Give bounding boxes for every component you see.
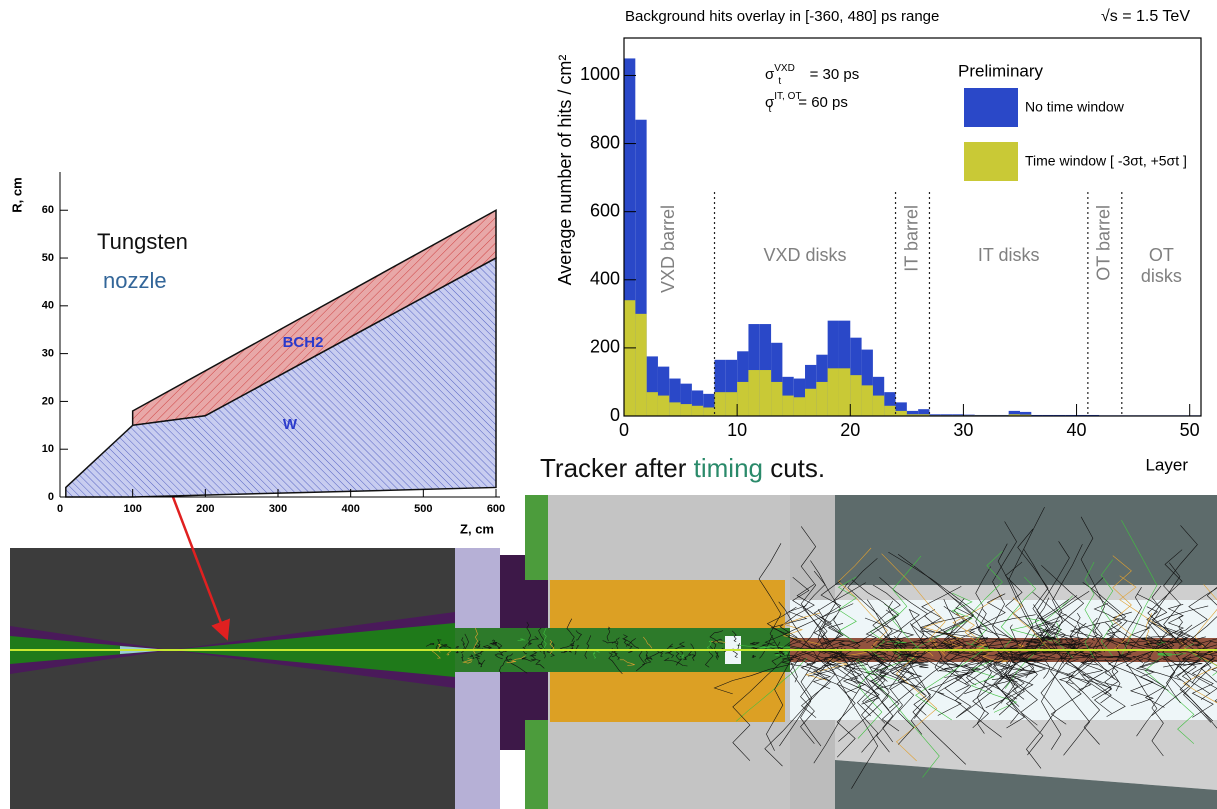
- x-tick-label: 10: [727, 420, 747, 440]
- y-tick-label: 0: [48, 491, 54, 503]
- bar: [896, 411, 907, 416]
- x-axis-label: Z, cm: [460, 521, 494, 536]
- y-tick-label: 200: [590, 337, 620, 357]
- region-label: disks: [1141, 266, 1182, 286]
- y-tick-label: 10: [42, 443, 54, 455]
- value: = 60 ps: [798, 94, 848, 111]
- sub: t: [769, 104, 772, 115]
- region-label: OT: [1149, 245, 1174, 265]
- legend-title: Preliminary: [958, 61, 1044, 80]
- page: Tungsten nozzle Tracker after timing cut…: [0, 0, 1217, 809]
- bar: [862, 385, 873, 416]
- y-tick-label: 50: [42, 252, 54, 264]
- y-tick-label: 800: [590, 132, 620, 152]
- legend-label: Time window [ -3σt, +5σt ]: [1025, 153, 1187, 169]
- bar: [635, 314, 646, 416]
- bar: [828, 368, 839, 416]
- region-label: IT disks: [978, 245, 1040, 265]
- bar: [884, 406, 895, 416]
- bar: [782, 396, 793, 416]
- x-tick-label: 0: [57, 503, 63, 515]
- y-tick-label: 400: [590, 269, 620, 289]
- bar: [771, 382, 782, 416]
- bar: [692, 406, 703, 416]
- y-tick-label: 600: [590, 200, 620, 220]
- bar: [873, 396, 884, 416]
- y-tick-label: 60: [42, 204, 54, 216]
- sub: t: [778, 76, 781, 87]
- region-label: VXD disks: [764, 245, 847, 265]
- title: Background hits overlay in [-360, 480] p…: [625, 8, 939, 25]
- region-label: OT barrel: [1094, 205, 1114, 281]
- x-tick-label: 300: [269, 503, 287, 515]
- y-axis-label: Average number of hits / cm²: [555, 55, 575, 286]
- energy: √s = 1.5 TeV: [1101, 8, 1190, 25]
- y-tick-label: 40: [42, 300, 54, 312]
- legend-label: No time window: [1025, 99, 1125, 115]
- region-label: IT barrel: [901, 205, 921, 272]
- bar: [816, 382, 827, 416]
- bar: [839, 368, 850, 416]
- caption-highlight: timing: [694, 453, 763, 483]
- x-tick-label: 600: [487, 503, 505, 515]
- x-tick-label: 400: [341, 503, 359, 515]
- nozzle-label: Tungsten: [97, 229, 188, 254]
- y-tick-label: 20: [42, 395, 54, 407]
- x-tick-label: 40: [1067, 420, 1087, 440]
- region-label: VXD barrel: [658, 205, 678, 293]
- x-tick-label: 50: [1180, 420, 1200, 440]
- bar: [624, 300, 635, 416]
- bar: [794, 397, 805, 416]
- bar: [726, 392, 737, 416]
- bar: [715, 392, 726, 416]
- bar: [737, 382, 748, 416]
- caption-text: cuts.: [763, 453, 825, 483]
- sigma-annotation: σIT, OTt= 60 ps: [765, 91, 848, 115]
- bar: [669, 402, 680, 416]
- y-tick-label: 1000: [580, 64, 620, 84]
- x-tick-label: 30: [953, 420, 973, 440]
- bar: [760, 370, 771, 416]
- x-tick-label: 200: [196, 503, 214, 515]
- sigma-annotation: σVXDt= 30 ps: [765, 63, 859, 87]
- nozzle-label: nozzle: [103, 268, 167, 293]
- x-tick-label: 20: [840, 420, 860, 440]
- x-axis-label: Layer: [1145, 455, 1188, 474]
- outer-tracker: [835, 495, 1217, 585]
- bar: [647, 392, 658, 416]
- bar: [703, 407, 714, 416]
- region-name: BCH2: [283, 334, 324, 351]
- track: [685, 657, 686, 660]
- bar: [658, 396, 669, 416]
- x-tick-label: 100: [123, 503, 141, 515]
- legend-swatch: [964, 142, 1018, 181]
- x-tick-label: 500: [414, 503, 432, 515]
- bar: [850, 375, 861, 416]
- y-tick-label: 30: [42, 348, 54, 360]
- legend-swatch: [964, 88, 1018, 127]
- value: = 30 ps: [810, 66, 860, 83]
- bar: [805, 389, 816, 416]
- region-name: W: [283, 416, 298, 433]
- bar: [748, 370, 759, 416]
- sup: VXD: [774, 63, 795, 74]
- caption: Tracker after timing cuts.: [540, 453, 825, 483]
- x-tick-label: 0: [619, 420, 629, 440]
- caption-text: Tracker after: [540, 453, 694, 483]
- y-axis-label: R, cm: [9, 177, 24, 212]
- bar: [681, 404, 692, 416]
